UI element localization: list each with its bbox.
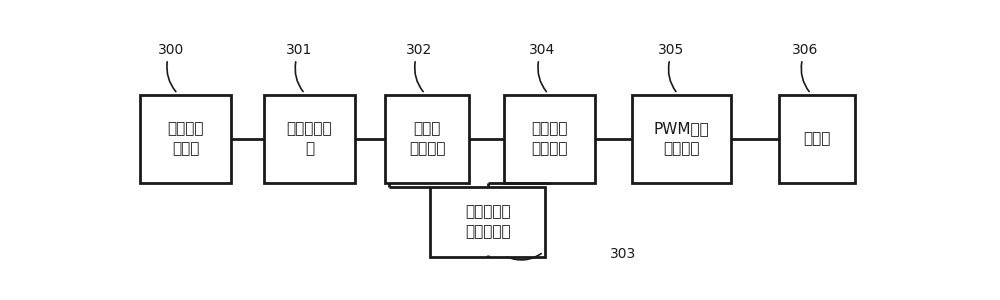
Text: PWM脉冲
生成单元: PWM脉冲 生成单元 <box>654 122 709 156</box>
FancyBboxPatch shape <box>504 95 595 183</box>
Text: 脉冲宽度
调整单元: 脉冲宽度 调整单元 <box>531 122 568 156</box>
Text: 300: 300 <box>158 43 184 57</box>
Text: 302: 302 <box>406 43 432 57</box>
FancyBboxPatch shape <box>385 95 469 183</box>
Text: 比例阀: 比例阀 <box>803 131 831 146</box>
Text: 开启度
控制单元: 开启度 控制单元 <box>409 122 446 156</box>
Text: 零点校准单
元: 零点校准单 元 <box>287 122 332 156</box>
Text: 306: 306 <box>792 43 818 57</box>
Text: 比例阀数字
预处理单元: 比例阀数字 预处理单元 <box>465 205 511 239</box>
Text: 305: 305 <box>658 43 684 57</box>
FancyBboxPatch shape <box>430 187 545 256</box>
FancyBboxPatch shape <box>632 95 731 183</box>
Text: 304: 304 <box>529 43 555 57</box>
FancyBboxPatch shape <box>264 95 355 183</box>
Text: 303: 303 <box>610 247 636 261</box>
Text: 气体流量
传感器: 气体流量 传感器 <box>167 122 204 156</box>
Text: 301: 301 <box>286 43 313 57</box>
FancyBboxPatch shape <box>140 95 231 183</box>
FancyBboxPatch shape <box>779 95 855 183</box>
